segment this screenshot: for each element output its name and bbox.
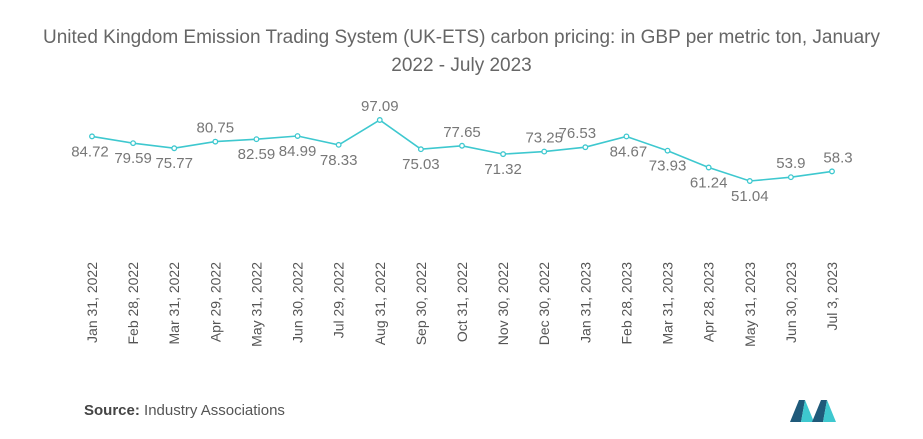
data-label: 82.59 [238, 146, 276, 163]
data-label: 77.65 [443, 124, 481, 141]
source-text: Industry Associations [144, 402, 285, 419]
data-label: 73.25 [525, 130, 563, 147]
data-label: 78.33 [320, 152, 358, 169]
data-point [90, 134, 95, 139]
x-tick-label: Apr 28, 2023 [701, 262, 717, 342]
x-tick-label: Aug 31, 2022 [372, 262, 388, 346]
data-point [460, 143, 465, 148]
data-label: 84.67 [610, 143, 648, 160]
data-label: 84.99 [279, 143, 317, 160]
data-point [213, 139, 218, 144]
data-label: 75.03 [402, 156, 440, 173]
data-point [377, 118, 382, 123]
source-note: Source: Industry Associations [84, 402, 285, 419]
x-tick-label: Oct 31, 2022 [454, 262, 470, 342]
data-point [706, 165, 711, 170]
data-label: 80.75 [197, 120, 235, 137]
x-tick-label: Dec 30, 2022 [536, 262, 552, 345]
data-point [501, 152, 506, 157]
x-tick-label: Jul 29, 2022 [331, 262, 347, 338]
x-tick-label: Jan 31, 2023 [577, 262, 593, 343]
data-point [295, 134, 300, 139]
x-tick-label: May 31, 2022 [248, 262, 264, 347]
x-tick-label: Apr 29, 2022 [207, 262, 223, 342]
data-point [336, 143, 341, 148]
data-label: 58.3 [823, 149, 852, 166]
data-label: 73.93 [649, 158, 687, 175]
data-point [747, 179, 752, 184]
data-point [789, 175, 794, 180]
data-point [254, 137, 259, 142]
data-point [665, 148, 670, 153]
x-tick-label: Jan 31, 2022 [84, 262, 100, 343]
data-label: 76.53 [559, 125, 597, 142]
data-point [624, 134, 629, 139]
line-chart: 84.72 79.59 75.77 80.7582.59 84.9978.33 97.09… [0, 0, 923, 439]
x-tick-label: Mar 31, 2023 [660, 262, 676, 345]
source-label: Source: [84, 402, 140, 419]
x-tick-label: Mar 31, 2022 [166, 262, 182, 345]
x-tick-label: Jun 30, 2022 [290, 262, 306, 343]
data-label: 51.04 [731, 188, 769, 205]
x-tick-label: Jul 3, 2023 [824, 262, 840, 331]
x-tick-label: Feb 28, 2022 [125, 262, 141, 345]
data-label: 61.24 [690, 174, 728, 191]
x-tick-label: Feb 28, 2023 [618, 262, 634, 345]
data-point [131, 141, 136, 146]
data-point [419, 147, 424, 152]
data-label: 75.77 [155, 155, 193, 172]
x-tick-label: Sep 30, 2022 [413, 262, 429, 346]
data-label: 53.9 [776, 155, 805, 172]
data-point [583, 145, 588, 150]
data-label: 79.59 [114, 150, 152, 167]
data-label: 84.72 [71, 143, 109, 160]
data-point [172, 146, 177, 151]
brand-logo-icon [790, 396, 836, 422]
x-tick-label: Jun 30, 2023 [783, 262, 799, 343]
data-label: 97.09 [361, 98, 399, 115]
x-tick-label: May 31, 2023 [742, 262, 758, 347]
x-tick-label: Nov 30, 2022 [495, 262, 511, 345]
data-point [542, 149, 547, 154]
data-label: 71.32 [484, 161, 522, 178]
data-point [830, 169, 835, 174]
x-tick-layer: Jan 31, 2022 Feb 28, 2022 Mar 31, 2022 Apr … [84, 262, 840, 347]
